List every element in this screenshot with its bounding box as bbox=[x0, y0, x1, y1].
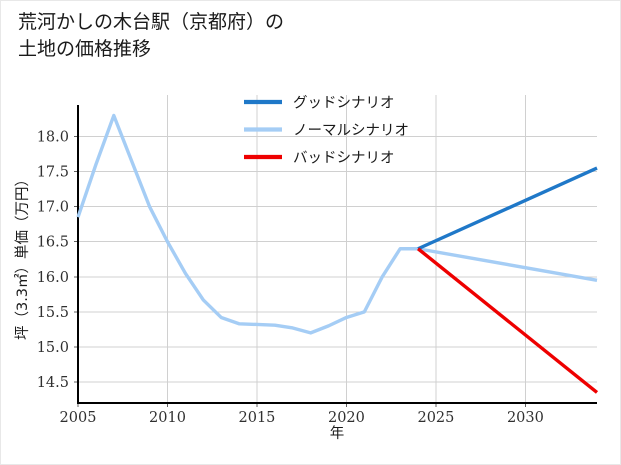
x-axis-tick-label: 2030 bbox=[507, 410, 544, 426]
page-title: 荒河かしの木台駅（京都府）の 土地の価格推移 bbox=[18, 11, 285, 60]
legend-label: グッドシナリオ bbox=[293, 95, 395, 112]
y-axis-tick-label: 17.0 bbox=[37, 200, 69, 216]
vertical-gridlines bbox=[166, 95, 526, 403]
series-line-good bbox=[417, 166, 598, 251]
axis-lines bbox=[76, 105, 597, 405]
y-axis-tick-labels: 14.5 15.0 15.5 16.0 16.5 17.0 17.5 18.0 bbox=[37, 130, 69, 391]
y-axis-title: 坪（3.3㎡）単価（万円） bbox=[14, 172, 31, 340]
y-axis-tick-label: 18.0 bbox=[37, 130, 69, 146]
y-axis-tick-label: 16.0 bbox=[37, 270, 69, 286]
x-axis-tick-label: 2005 bbox=[60, 410, 97, 426]
legend-label: バッドシナリオ bbox=[293, 151, 395, 167]
y-axis-tick-label: 15.0 bbox=[37, 340, 69, 356]
y-axis-tick-label: 15.5 bbox=[37, 305, 69, 321]
x-axis-tick-label: 2020 bbox=[328, 410, 365, 426]
data-series-group bbox=[76, 113, 599, 394]
y-axis-tick-label: 16.5 bbox=[37, 235, 69, 251]
axis-tickmarks bbox=[74, 136, 526, 407]
x-axis-tick-label: 2015 bbox=[239, 410, 276, 426]
series-line-normal bbox=[76, 113, 598, 335]
x-axis-tick-label: 2025 bbox=[417, 410, 454, 426]
series-line-bad bbox=[416, 247, 599, 394]
x-axis-tick-label: 2010 bbox=[149, 410, 186, 426]
horizontal-gridlines bbox=[78, 136, 597, 383]
y-axis-tick-label: 14.5 bbox=[37, 375, 69, 391]
x-axis-tick-labels: 2005 2010 2015 2020 2025 2030 bbox=[60, 410, 544, 426]
x-axis-title: 年 bbox=[330, 425, 345, 442]
y-axis-tick-label: 17.5 bbox=[37, 165, 69, 181]
legend-label: ノーマルシナリオ bbox=[293, 123, 409, 139]
